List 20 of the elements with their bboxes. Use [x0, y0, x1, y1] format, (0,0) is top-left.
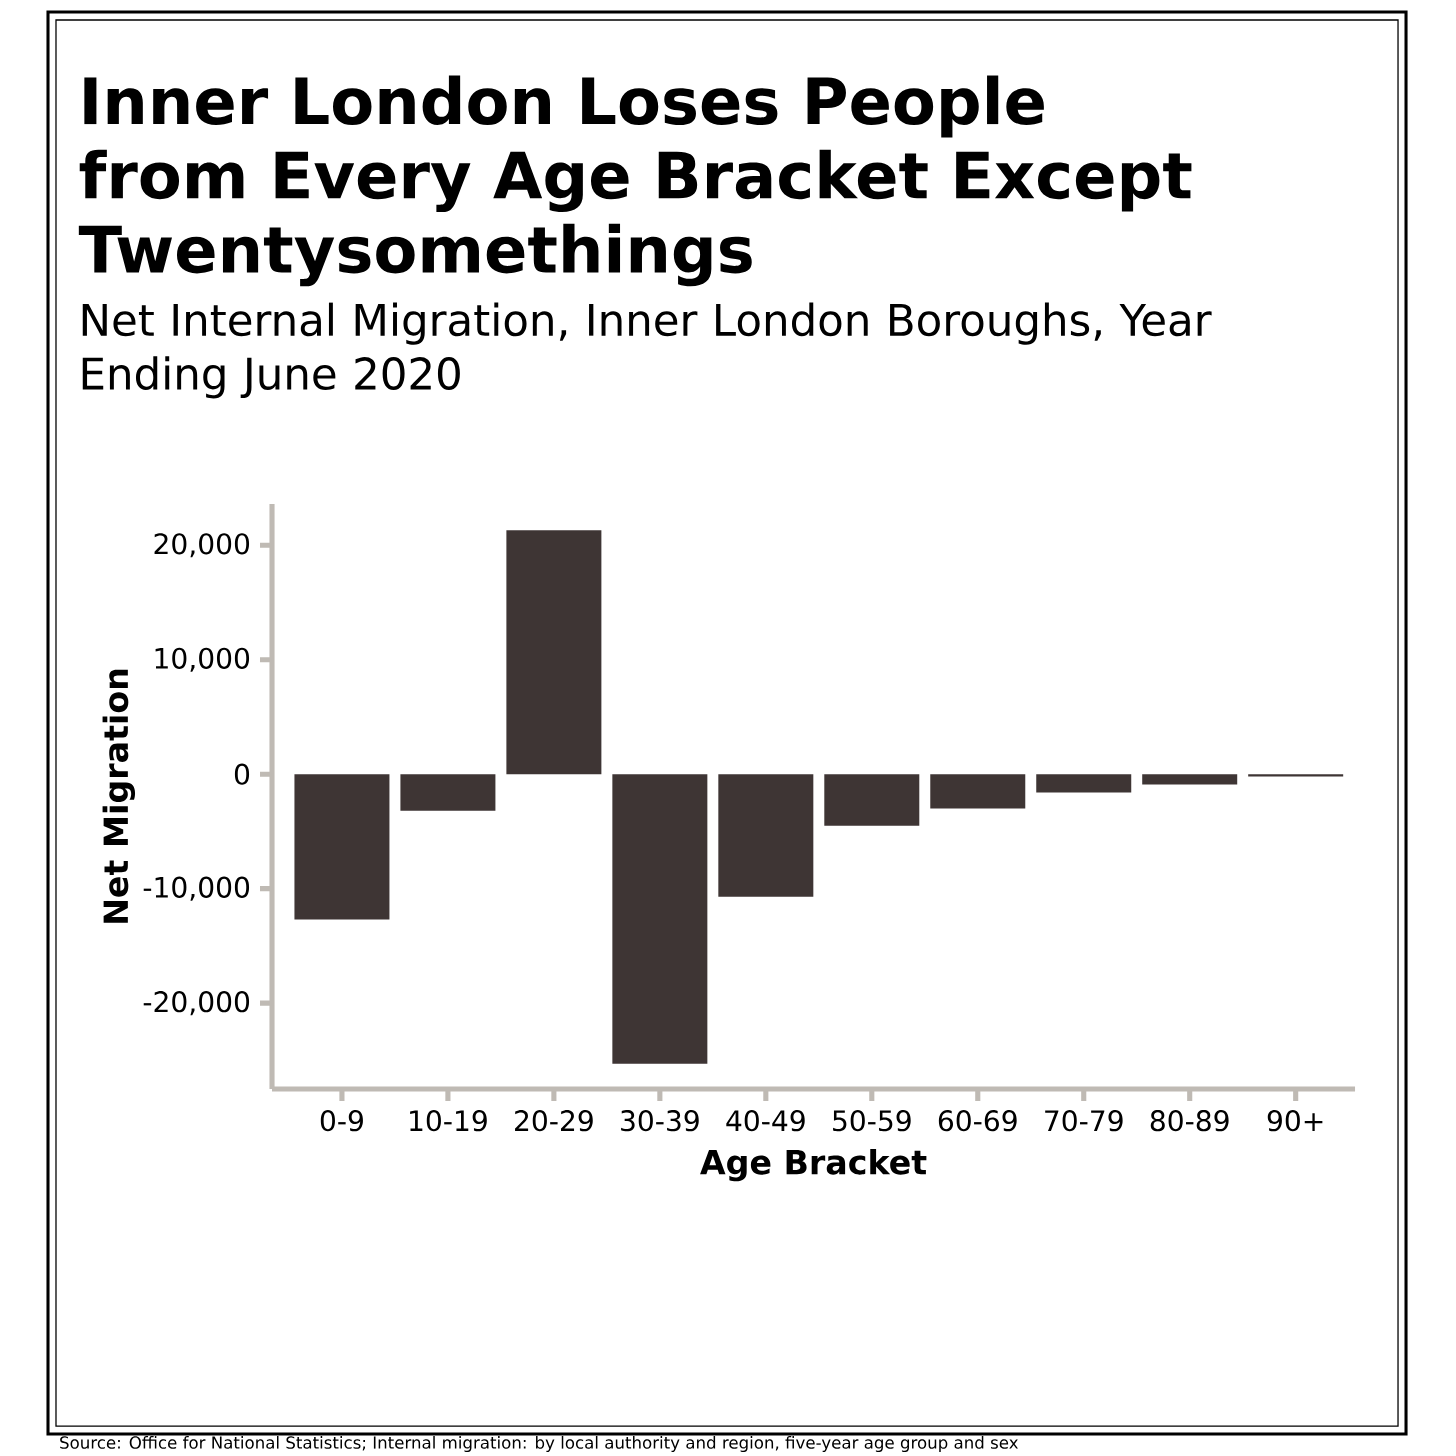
x-tick-label: 10-19: [410, 1110, 487, 1132]
source-note: Source: Office for National Statistics; Internal migration: by local authority and region, five-year age group and sex: [60, 1435, 1018, 1453]
x-tick-label: 70-79: [1045, 1110, 1123, 1132]
x-tick-label: 20-29: [515, 1110, 593, 1132]
x-tick-label: 60-69: [938, 1110, 1017, 1132]
x-tick-label: 30-39: [621, 1110, 699, 1132]
x-tick-label: 40-49: [726, 1110, 805, 1132]
x-tick-label: 50-59: [833, 1110, 911, 1132]
y-tick-label: -20,000: [143, 991, 250, 1016]
x-tick-label: 80-89: [1150, 1110, 1229, 1132]
y-tick-label: -10,000: [143, 876, 250, 901]
x-tick-label: 90+: [1267, 1110, 1323, 1132]
y-tick-label: 0: [234, 763, 250, 785]
x-axis-title: Age Bracket: [700, 1148, 927, 1182]
y-tick-label: 10,000: [155, 647, 250, 672]
y-axis-title: Net Migration: [102, 669, 136, 923]
chart-subtitle: Net Internal Migration, Inner London Boroughs, Year Ending June 2020: [82, 302, 1212, 399]
chart-title: Inner London Loses People from Every Age Bracket Except Twentysomethings: [78, 75, 1192, 287]
y-tick-label: 20,000: [154, 533, 250, 558]
x-tick-label: 0-9: [320, 1110, 363, 1132]
